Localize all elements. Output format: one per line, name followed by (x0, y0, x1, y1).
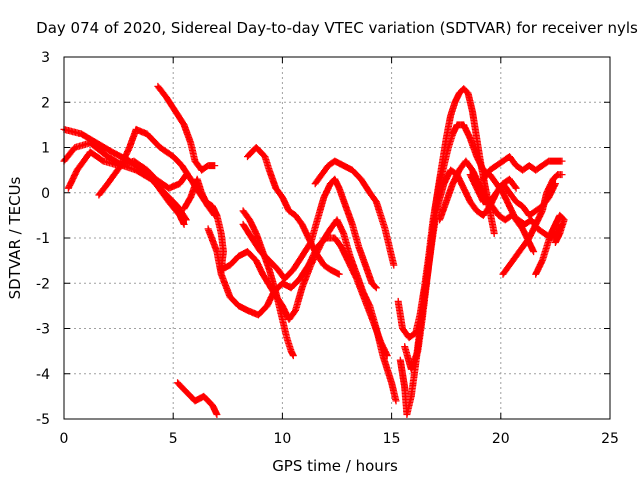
y-tick-label: -3 (36, 322, 50, 338)
series-marks-17 (479, 153, 566, 183)
series-marks-9 (244, 144, 343, 278)
series-marks-19 (532, 211, 568, 278)
axis-ticks: 0 5 10 15 20 25 -5 -4 -3 -2 -1 0 1 2 3 (36, 50, 619, 447)
x-axis-label: GPS time / hours (272, 457, 398, 475)
x-tick-label: 20 (492, 431, 510, 447)
series-marks-5 (154, 82, 219, 174)
series-trace-17 (479, 153, 566, 183)
y-tick-label: 2 (41, 95, 50, 111)
x-tick-label: 10 (273, 431, 291, 447)
series-marks-3 (64, 148, 190, 192)
y-tick-label: -4 (36, 367, 50, 383)
series-trace-12 (311, 157, 398, 269)
chart-title: Day 074 of 2020, Sidereal Day-to-day VTE… (36, 19, 638, 37)
series-marks-1 (60, 125, 188, 228)
series-marks-12 (311, 157, 398, 269)
y-tick-label: -1 (36, 231, 50, 247)
y-tick-label: 1 (41, 141, 50, 157)
series-trace-4 (95, 125, 219, 219)
series-marks-4 (95, 125, 219, 219)
y-tick-label: 0 (41, 186, 50, 202)
series-marks-11 (239, 175, 380, 292)
series-trace-15 (401, 121, 538, 373)
grid (64, 57, 610, 419)
series-trace-11 (239, 175, 380, 292)
series-trace-5 (154, 82, 219, 174)
y-tick-label: 3 (41, 50, 50, 66)
series-marks-15 (401, 121, 538, 373)
y-tick-label: -5 (36, 412, 50, 428)
series-trace-9 (244, 144, 343, 278)
series-marks-20 (466, 171, 559, 219)
series-trace-1 (60, 125, 188, 228)
x-tick-label: 25 (601, 431, 619, 447)
y-axis-label: SDTVAR / TECUs (6, 176, 24, 299)
x-tick-label: 15 (383, 431, 401, 447)
x-tick-label: 0 (60, 431, 69, 447)
series-trace-19 (532, 211, 568, 278)
y-tick-label: -2 (36, 276, 50, 292)
data-marks (60, 82, 568, 418)
series-trace-10 (174, 379, 221, 418)
series-marks-10 (174, 379, 221, 418)
series-trace-3 (64, 148, 190, 192)
x-tick-label: 5 (169, 431, 178, 447)
series-trace-20 (466, 171, 559, 219)
